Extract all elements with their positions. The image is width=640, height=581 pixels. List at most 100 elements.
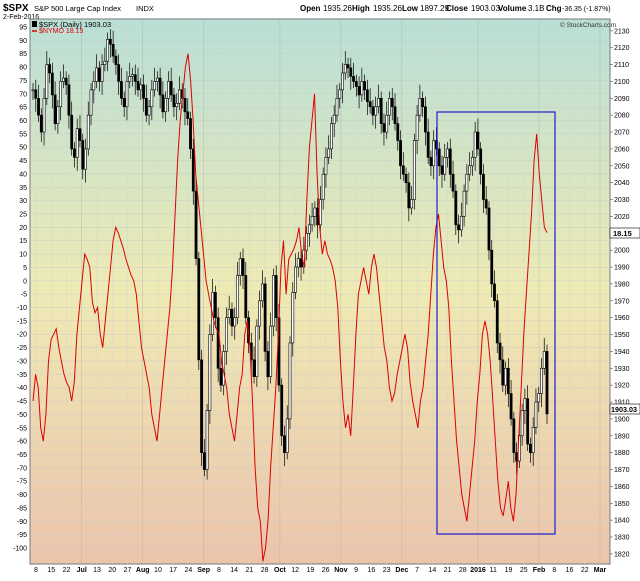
price-candle: [457, 224, 460, 231]
price-candle: [189, 118, 192, 150]
price-candle: [490, 249, 494, 285]
price-candle: [371, 106, 375, 116]
price-candle: [70, 114, 74, 150]
price-candle: [50, 72, 54, 96]
price-candle: [283, 435, 286, 453]
price-candle: [495, 300, 499, 344]
price-candle: [103, 60, 107, 65]
price-candle: [111, 44, 115, 57]
price-candle: [360, 81, 364, 96]
price-candle: [167, 81, 170, 99]
right-tick-label: 1870: [614, 467, 630, 474]
x-tick-label: 9: [354, 567, 358, 574]
left-tick-label: 80: [19, 65, 27, 72]
price-candle: [324, 157, 328, 175]
price-candle: [125, 81, 129, 108]
price-candle: [175, 103, 179, 108]
ohlc-chg-label: Chg: [546, 4, 562, 13]
price-candle: [296, 258, 300, 268]
price-candle: [205, 410, 209, 470]
legend-spx-swatch: [32, 21, 37, 27]
price-candle: [100, 64, 104, 82]
price-candle: [197, 258, 201, 361]
nymo-line: [32, 53, 548, 562]
left-tick-label: 5: [23, 265, 27, 272]
price-candle: [269, 325, 273, 378]
price-candle: [106, 38, 110, 62]
price-candle: [468, 165, 472, 175]
x-tick-label: 26: [322, 567, 330, 574]
price-candle: [219, 367, 223, 386]
price-candle: [357, 86, 361, 96]
price-candle: [73, 148, 76, 158]
plot-background: [29, 18, 611, 565]
left-tick-label: -95: [17, 532, 27, 539]
price-candle: [150, 89, 154, 108]
watermark: © StockCharts.com: [560, 21, 616, 29]
right-tick-label: 2060: [614, 146, 630, 153]
left-tick-label: -50: [17, 412, 27, 419]
price-candle: [354, 81, 358, 87]
price-candle: [529, 443, 532, 453]
right-tick-label: 2080: [614, 113, 630, 120]
price-candle: [89, 89, 93, 116]
right-tick-label: 2130: [614, 28, 630, 35]
right-tick-label: 1980: [614, 281, 630, 288]
nymo-last-value: 18.15: [613, 229, 632, 238]
right-tick-label: 1820: [614, 551, 630, 558]
left-tick-label: -90: [17, 519, 27, 526]
price-candle: [330, 123, 333, 150]
x-tick-label: 15: [47, 567, 55, 574]
price-candle: [415, 114, 419, 141]
left-tick-label: -75: [17, 479, 27, 486]
price-candle: [426, 131, 430, 158]
price-candle: [363, 81, 367, 91]
left-tick-label: 75: [19, 78, 27, 85]
price-candle: [540, 367, 543, 394]
price-candle: [448, 148, 452, 175]
price-candle: [86, 114, 90, 150]
price-candle: [349, 67, 353, 77]
price-candle: [31, 89, 35, 92]
price-candle: [542, 351, 546, 369]
price-candle: [401, 165, 405, 175]
ohlc-open-value: 1935.26: [323, 4, 352, 13]
x-tick-label: 10: [154, 567, 162, 574]
price-candle: [313, 207, 317, 217]
right-tick-label: 2050: [614, 163, 630, 170]
price-candle: [512, 418, 516, 453]
x-tick-label: 14: [428, 567, 436, 574]
price-candle: [252, 359, 256, 378]
price-candle: [459, 216, 463, 231]
left-tick-label: 70: [19, 91, 27, 98]
left-tick-label: 20: [19, 225, 27, 232]
spx-price-series: [31, 29, 549, 480]
left-tick-label: -60: [17, 439, 27, 446]
price-candle: [368, 101, 372, 108]
price-candle: [493, 283, 496, 302]
price-candle: [526, 398, 530, 445]
left-tick-label: 45: [19, 158, 27, 165]
price-candle: [136, 81, 140, 91]
x-tick-label: Oct: [274, 567, 286, 574]
left-tick-label: 60: [19, 118, 27, 125]
right-axis: 2130 2120 2110 2100 2090 2080 2070 2060 2050 2040…: [610, 28, 630, 558]
price-candle: [482, 173, 485, 200]
price-candle: [501, 359, 505, 386]
price-candle: [208, 334, 212, 411]
price-candle: [161, 94, 165, 113]
x-tick-label: 21: [246, 567, 254, 574]
price-candle: [534, 401, 538, 428]
x-tick-label: Aug: [136, 567, 150, 574]
price-candle: [504, 367, 507, 386]
x-tick-label: 13: [93, 567, 101, 574]
right-tick-label: 2040: [614, 180, 630, 187]
price-candle: [202, 452, 206, 470]
right-tick-label: 2020: [614, 214, 630, 221]
right-tick-label: 1890: [614, 433, 630, 440]
price-candle: [487, 207, 491, 251]
header-name: S&P 500 Large Cap Index: [34, 4, 121, 13]
price-candle: [396, 123, 400, 141]
left-tick-label: 30: [19, 198, 27, 205]
spx-last-value: 1903.03: [611, 405, 637, 414]
